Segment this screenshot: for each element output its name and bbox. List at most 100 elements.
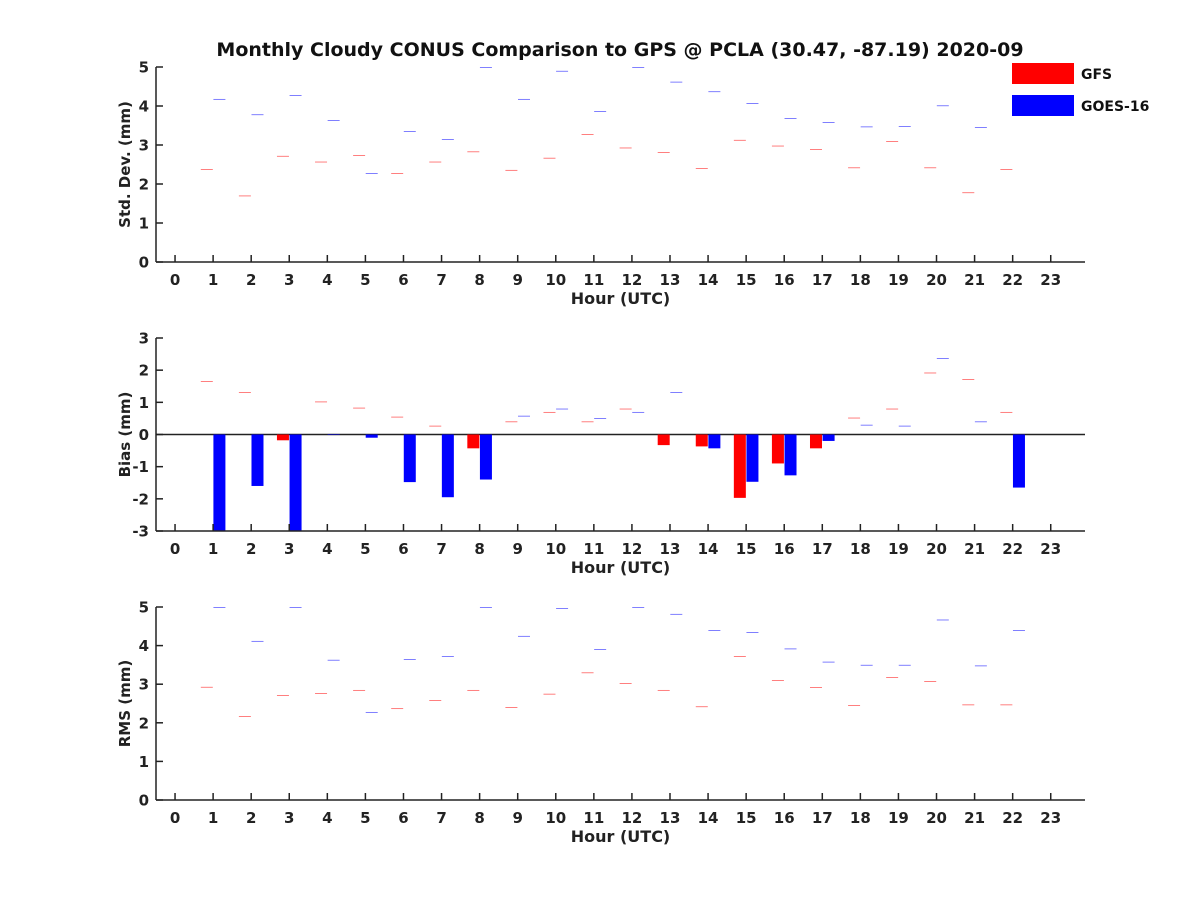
x-tick-label: 5 <box>360 271 370 289</box>
bar-goes-16-hour-13 <box>670 81 683 83</box>
bar-gfs-hour-11 <box>581 134 594 135</box>
bar-gfs-hour-17 <box>809 687 822 688</box>
y-tick-label: -3 <box>132 523 149 541</box>
bar-gfs-hour-18 <box>848 167 861 169</box>
x-tick-label: 2 <box>246 271 256 289</box>
y-tick-label: 4 <box>139 637 149 655</box>
x-tick-label: 6 <box>398 540 408 558</box>
x-tick-label: 0 <box>170 271 180 289</box>
x-tick-label: 3 <box>284 809 294 827</box>
bar-gfs-hour-5 <box>353 689 366 691</box>
bar-goes-16-hour-20 <box>936 619 949 621</box>
legend-swatch-goes-16 <box>1012 95 1074 116</box>
bar-gfs-hour-6 <box>391 416 404 418</box>
bar-goes-16-hour-7 <box>441 139 454 140</box>
bar-goes-16-hour-12 <box>632 67 645 68</box>
x-tick-label: 8 <box>474 540 484 558</box>
bar-goes-16-hour-2 <box>251 114 264 116</box>
x-tick-label: 18 <box>850 540 871 558</box>
bar-gfs-hour-8 <box>467 151 480 153</box>
x-tick-label: 20 <box>926 540 947 558</box>
x-tick-label: 3 <box>284 271 294 289</box>
y-tick-label: 2 <box>139 714 149 732</box>
legend-label-gfs: GFS <box>1081 67 1112 83</box>
x-tick-label: 6 <box>398 809 408 827</box>
bar-goes-16-hour-21 <box>974 665 987 667</box>
x-tick-label: 12 <box>621 540 642 558</box>
bar-gfs-hour-19 <box>886 677 899 678</box>
x-tick-label: 13 <box>660 540 681 558</box>
y-tick-label: -1 <box>132 458 149 476</box>
bar-goes-16-hour-6 <box>403 434 416 483</box>
x-tick-label: 21 <box>964 271 985 289</box>
bar-gfs-hour-13 <box>657 434 670 446</box>
bar-goes-16-hour-14 <box>708 630 721 631</box>
bar-gfs-hour-17 <box>809 149 822 150</box>
bar-gfs-hour-7 <box>429 425 442 427</box>
bar-gfs-hour-6 <box>391 708 404 710</box>
x-tick-label: 17 <box>812 540 833 558</box>
x-tick-label: 22 <box>1002 540 1023 558</box>
bar-goes-16-hour-3 <box>289 607 302 608</box>
panels: 0 1 2 3 4 5 6 7 8 9 10 11 12 13 14 15 16 17 18 19 20 21 22 2301… <box>116 59 1085 846</box>
x-tick-label: 11 <box>583 271 604 289</box>
bar-gfs-hour-2 <box>238 195 251 197</box>
bar-gfs-hour-2 <box>238 392 251 393</box>
bar-gfs-hour-16 <box>771 680 784 681</box>
x-tick-label: 5 <box>360 540 370 558</box>
x-tick-label: 1 <box>208 809 218 827</box>
x-axis-label: Hour (UTC) <box>571 289 671 308</box>
x-tick-label: 9 <box>512 809 522 827</box>
bar-goes-16-hour-9 <box>518 635 531 637</box>
x-tick-label: 11 <box>583 540 604 558</box>
bar-goes-16-hour-15 <box>746 632 759 633</box>
x-tick-label: 10 <box>545 271 566 289</box>
bar-goes-16-hour-3 <box>289 434 302 531</box>
y-tick-label: 3 <box>139 676 149 694</box>
bar-gfs-hour-13 <box>657 152 670 153</box>
bar-goes-16-hour-6 <box>403 659 416 660</box>
bar-goes-16-hour-16 <box>784 434 797 476</box>
y-tick-label: 5 <box>139 599 149 617</box>
x-tick-label: 10 <box>545 809 566 827</box>
bar-goes-16-hour-13 <box>670 392 683 393</box>
bar-gfs-hour-16 <box>771 145 784 147</box>
bar-gfs-hour-9 <box>505 707 518 708</box>
bar-goes-16-hour-11 <box>594 649 607 650</box>
bar-gfs-hour-14 <box>695 434 708 447</box>
chart-panel-3: 0 1 2 3 4 5 6 7 8 9 10 11 12 13 14 15 16 17 18 19 20 21 22 2301… <box>116 599 1085 846</box>
x-tick-label: 2 <box>246 540 256 558</box>
y-tick-label: 5 <box>139 59 149 77</box>
x-tick-label: 21 <box>964 809 985 827</box>
bar-goes-16-hour-6 <box>403 131 416 132</box>
bar-gfs-hour-4 <box>315 161 328 163</box>
bar-gfs-hour-3 <box>276 434 289 441</box>
bar-goes-16-hour-18 <box>860 664 873 666</box>
bar-gfs-hour-10 <box>543 411 556 413</box>
x-tick-label: 3 <box>284 540 294 558</box>
bar-goes-16-hour-22 <box>1012 434 1025 488</box>
bar-goes-16-hour-20 <box>936 105 949 107</box>
x-tick-label: 18 <box>850 809 871 827</box>
bar-goes-16-hour-8 <box>479 607 492 608</box>
bar-gfs-hour-3 <box>276 155 289 157</box>
bar-gfs-hour-8 <box>467 434 480 449</box>
x-tick-label: 11 <box>583 809 604 827</box>
x-tick-label: 21 <box>964 540 985 558</box>
x-tick-label: 15 <box>736 540 757 558</box>
bar-gfs-hour-6 <box>391 173 404 174</box>
x-tick-label: 2 <box>246 809 256 827</box>
bar-gfs-hour-18 <box>848 417 861 419</box>
x-tick-label: 9 <box>512 271 522 289</box>
x-axis-label: Hour (UTC) <box>571 827 671 846</box>
y-tick-label: 2 <box>139 176 149 194</box>
bar-gfs-hour-2 <box>238 716 251 717</box>
bar-goes-16-hour-5 <box>365 173 378 174</box>
x-tick-label: 16 <box>774 540 795 558</box>
bar-goes-16-hour-1 <box>213 607 226 608</box>
bar-goes-16-hour-8 <box>479 434 492 480</box>
bar-gfs-hour-10 <box>543 157 556 159</box>
bar-goes-16-hour-18 <box>860 126 873 128</box>
bar-gfs-hour-21 <box>962 192 975 194</box>
x-tick-label: 7 <box>436 540 446 558</box>
